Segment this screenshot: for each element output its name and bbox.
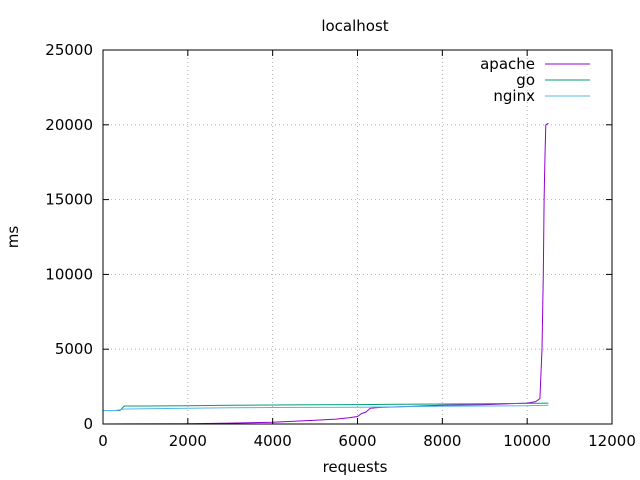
y-axis-ticks: 0 5000 10000 15000 20000 25000 — [45, 41, 612, 433]
series-line-apache — [102, 122, 549, 425]
series-line-nginx — [103, 404, 549, 411]
x-tick-label: 12000 — [588, 432, 636, 450]
chart-title: localhost — [321, 17, 388, 35]
y-tick-label: 10000 — [45, 265, 93, 283]
y-tick-label: 0 — [83, 415, 93, 433]
x-tick-label: 0 — [98, 432, 108, 450]
x-axis-ticks: 0 2000 4000 6000 8000 10000 12000 — [98, 50, 636, 450]
y-tick-label: 25000 — [45, 41, 93, 59]
grid — [103, 50, 612, 424]
y-tick-label: 20000 — [45, 116, 93, 134]
x-tick-label: 6000 — [338, 432, 376, 450]
x-tick-label: 2000 — [169, 432, 207, 450]
x-tick-label: 4000 — [254, 432, 292, 450]
x-axis-label: requests — [323, 458, 388, 476]
legend-label-go: go — [516, 71, 535, 89]
x-tick-label: 8000 — [423, 432, 461, 450]
series-line-go — [103, 402, 549, 411]
series-lines — [102, 122, 549, 425]
legend-label-apache: apache — [480, 55, 535, 73]
y-tick-label: 15000 — [45, 191, 93, 209]
x-tick-label: 10000 — [503, 432, 551, 450]
y-tick-label: 5000 — [55, 340, 93, 358]
y-axis-label: ms — [4, 226, 22, 249]
legend-label-nginx: nginx — [493, 87, 535, 105]
